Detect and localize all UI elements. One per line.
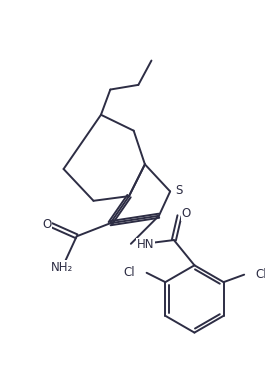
Text: O: O (42, 218, 51, 231)
Text: S: S (175, 184, 182, 197)
Text: NH₂: NH₂ (51, 261, 73, 274)
Text: HN: HN (136, 238, 154, 251)
Text: Cl: Cl (124, 266, 135, 279)
Text: O: O (182, 207, 191, 220)
Text: Cl: Cl (255, 268, 265, 281)
